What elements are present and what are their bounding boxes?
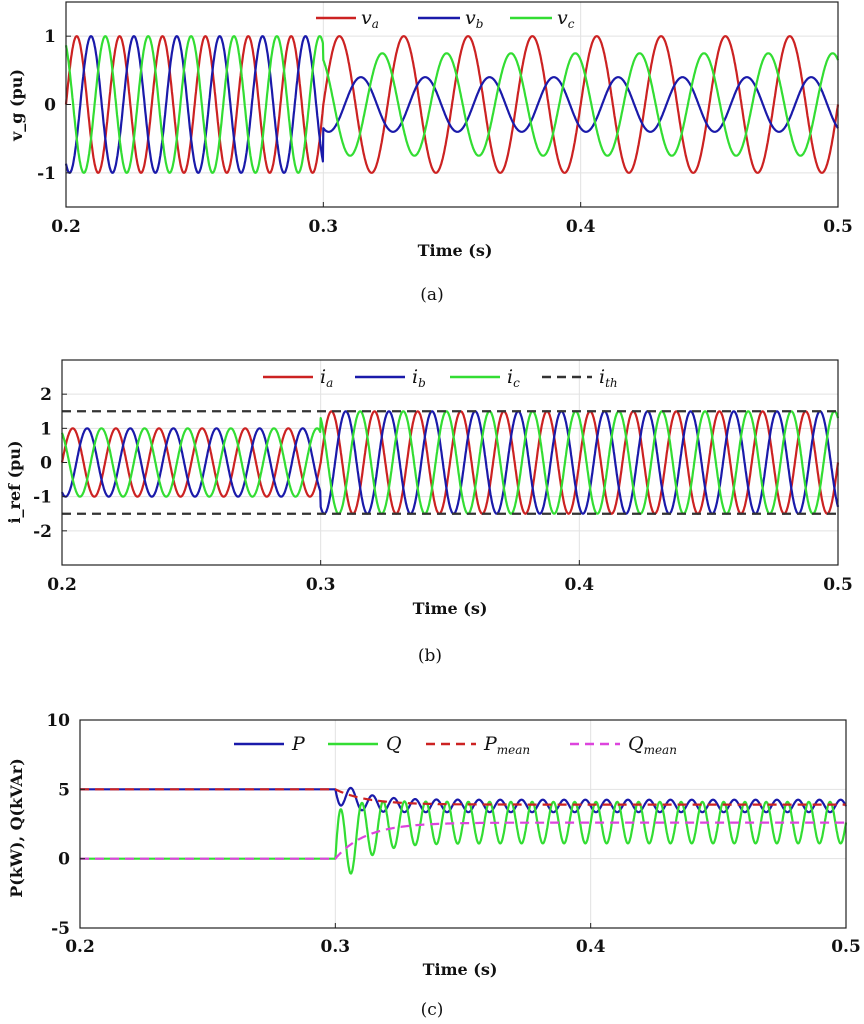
- x-tick-label: 0.5: [823, 217, 853, 237]
- x-tick-label: 0.2: [47, 575, 77, 595]
- legend-c: P Q Pmean Qmean: [234, 733, 677, 757]
- legend-label-pmean: Pmean: [483, 733, 530, 757]
- x-tick-label: 0.4: [565, 575, 595, 595]
- y-tick-label: 5: [58, 780, 70, 800]
- series-v-c: [64, 35, 840, 174]
- y-tick-label: 10: [46, 711, 70, 731]
- y-tick-label: 2: [40, 385, 52, 405]
- series-p-mean: [79, 788, 847, 806]
- legend-label-qmean: Qmean: [628, 733, 677, 757]
- y-tick-label: -1: [37, 164, 56, 184]
- legend-label-ib: ib: [412, 366, 426, 390]
- series-i-b: [60, 410, 840, 515]
- panel-b: 0.2 0.3 0.4 0.5 -2 -1 0 1 2 ia ib ic ith Time (s…: [5, 359, 853, 666]
- ticks-b: 0.2 0.3 0.4 0.5 -2 -1 0 1 2: [33, 385, 853, 595]
- x-tick-label: 0.3: [309, 217, 339, 237]
- x-tick-label: 0.5: [823, 575, 853, 595]
- legend-label-vb: vb: [465, 7, 483, 31]
- y-axis-label-c: P(kW), Q(kVAr): [7, 758, 26, 898]
- x-tick-label: 0.2: [51, 217, 81, 237]
- y-tick-label: -1: [33, 488, 52, 508]
- series-v-a: [64, 35, 840, 174]
- legend-label-q: Q: [386, 733, 402, 755]
- y-tick-label: 0: [58, 850, 70, 870]
- x-tick-label: 0.5: [831, 937, 861, 957]
- x-tick-label: 0.4: [566, 217, 596, 237]
- series-i-c: [60, 410, 840, 515]
- ticks-a: 0.2 0.3 0.4 0.5 -1 0 1: [37, 27, 853, 237]
- panel-a: 0.2 0.3 0.4 0.5 -1 0 1 va vb vc Time (s) v_g (…: [7, 1, 853, 305]
- y-axis-label-b: i_ref (pu): [5, 440, 24, 523]
- legend-label-ic: ic: [507, 366, 520, 390]
- legend-label-ith: ith: [599, 366, 618, 390]
- series-group-a: [64, 35, 840, 174]
- y-tick-label: 0: [44, 96, 56, 116]
- legend-label-vc: vc: [557, 7, 575, 31]
- legend-b: ia ib ic ith: [263, 366, 618, 390]
- ticks-c: 0.2 0.3 0.4 0.5 -5 0 5 10: [46, 711, 860, 957]
- y-tick-label: -2: [33, 522, 52, 542]
- y-tick-label: 0: [40, 454, 52, 474]
- x-axis-label-a: Time (s): [418, 241, 493, 260]
- legend-a: va vb vc: [316, 7, 575, 31]
- x-tick-label: 0.3: [321, 937, 351, 957]
- series-v-b: [64, 35, 839, 174]
- x-axis-label-b: Time (s): [413, 599, 488, 618]
- series-group-c: [79, 786, 848, 875]
- x-tick-label: 0.2: [65, 937, 95, 957]
- x-axis-label-c: Time (s): [423, 960, 498, 979]
- caption-a: (a): [420, 285, 443, 305]
- y-tick-label: 1: [44, 27, 56, 47]
- legend-label-va: va: [361, 7, 379, 31]
- y-tick-label: -5: [51, 919, 70, 939]
- caption-c: (c): [421, 1000, 444, 1020]
- y-tick-label: 1: [40, 419, 52, 439]
- x-tick-label: 0.4: [576, 937, 606, 957]
- y-axis-label-a: v_g (pu): [7, 69, 26, 142]
- axes-frame-c: [79, 719, 847, 929]
- series-group-b: [60, 410, 840, 515]
- series-q-mean: [79, 821, 847, 860]
- legend-label-ia: ia: [320, 366, 333, 390]
- caption-b: (b): [418, 646, 442, 666]
- legend-label-p: P: [291, 733, 306, 755]
- x-tick-label: 0.3: [306, 575, 336, 595]
- panel-c: 0.2 0.3 0.4 0.5 -5 0 5 10 P Q Pmean Qmean Time …: [7, 711, 861, 1020]
- series-i-a: [60, 410, 840, 515]
